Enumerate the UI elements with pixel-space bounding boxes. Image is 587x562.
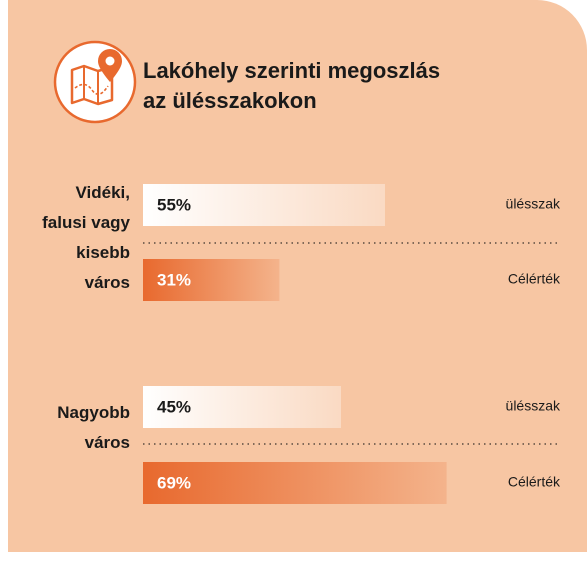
category-label: Nagyobb város (57, 403, 130, 452)
bar (143, 259, 280, 301)
value-label: 69% (157, 473, 191, 492)
series-label: Célérték (508, 474, 561, 490)
chart-title: Lakóhely szerinti megoszlás az ülésszako… (143, 58, 441, 113)
series-label: ülésszak (506, 398, 561, 414)
icon (53, 40, 137, 124)
series-label: ülésszak (506, 196, 561, 212)
bar (143, 462, 447, 504)
series-label: Célérték (508, 271, 561, 287)
value-label: 31% (157, 270, 191, 289)
bar (143, 184, 385, 226)
bar (143, 386, 341, 428)
category-label: Vidéki, falusi vagy kisebb város (42, 183, 130, 292)
value-label: 45% (157, 397, 191, 416)
value-label: 55% (157, 195, 191, 214)
